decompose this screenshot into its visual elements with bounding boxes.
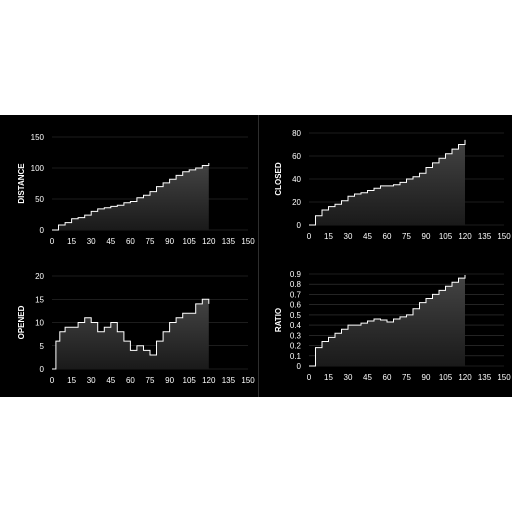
- x-tick-label: 120: [202, 237, 216, 246]
- series-line: [52, 298, 210, 370]
- y-tick-label: 0.4: [290, 321, 302, 330]
- x-tick-label: 60: [383, 232, 392, 241]
- x-tick-label: 75: [146, 376, 155, 385]
- y-tick-label: 0: [297, 362, 302, 371]
- y-tick-label: 5: [40, 342, 45, 351]
- x-tick-label: 150: [497, 373, 511, 382]
- y-axis-label: OPENED: [17, 305, 26, 339]
- ratio-chart: 00.10.20.30.40.50.60.70.80.90 15 30 45 60 75 9…: [274, 270, 511, 382]
- y-tick-label: 0: [40, 365, 45, 374]
- x-tick-label: 150: [241, 237, 255, 246]
- y-tick-label: 0.6: [290, 301, 302, 310]
- y-tick-label: 0.3: [290, 331, 302, 340]
- x-tick-label: 15: [67, 237, 76, 246]
- series-line: [52, 163, 210, 231]
- x-tick-label: 90: [165, 237, 174, 246]
- y-tick-label: 0.9: [290, 270, 302, 279]
- y-tick-label: 20: [35, 272, 44, 281]
- x-tick-label: 15: [324, 373, 333, 382]
- series-line: [309, 139, 466, 226]
- panel-divider: [258, 115, 259, 397]
- x-tick-label: 120: [458, 373, 472, 382]
- y-tick-label: 0.2: [290, 342, 302, 351]
- x-tick-label: 30: [87, 237, 96, 246]
- y-tick-label: 80: [292, 129, 301, 138]
- y-tick-label: 60: [292, 152, 301, 161]
- x-tick-label: 135: [478, 232, 492, 241]
- x-tick-label: 30: [87, 376, 96, 385]
- x-tick-label: 120: [202, 376, 216, 385]
- y-tick-label: 0.1: [290, 352, 302, 361]
- x-tick-label: 75: [146, 237, 155, 246]
- y-tick-label: 0.7: [290, 290, 302, 299]
- x-tick-label: 0: [307, 232, 312, 241]
- x-tick-label: 15: [324, 232, 333, 241]
- x-tick-label: 0: [50, 237, 55, 246]
- x-tick-label: 0: [307, 373, 312, 382]
- x-tick-label: 150: [241, 376, 255, 385]
- y-tick-label: 10: [35, 319, 44, 328]
- series-area: [52, 163, 209, 230]
- y-tick-label: 0.8: [290, 280, 302, 289]
- x-tick-label: 60: [126, 237, 135, 246]
- x-tick-label: 45: [363, 373, 372, 382]
- series-area: [52, 299, 209, 369]
- opened-chart: 0 5 10 15 20 0 15 30 45 60 75 90 105 120 135 150 OPENED: [17, 272, 255, 385]
- series-line: [309, 275, 466, 367]
- dashboard-panel: 0 50 100 150 0 15 30 45 60 75 90 105 120 135 150 DISTAN…: [0, 115, 512, 397]
- x-tick-label: 135: [222, 376, 236, 385]
- y-tick-label: 50: [35, 195, 44, 204]
- x-tick-label: 60: [126, 376, 135, 385]
- y-axis-label: RATIO: [274, 308, 283, 332]
- x-tick-label: 30: [344, 232, 353, 241]
- y-tick-label: 20: [292, 198, 301, 207]
- x-tick-label: 60: [383, 373, 392, 382]
- x-tick-label: 75: [402, 232, 411, 241]
- y-tick-label: 40: [292, 175, 301, 184]
- y-tick-label: 150: [31, 133, 45, 142]
- x-tick-label: 45: [106, 237, 115, 246]
- x-tick-label: 0: [50, 376, 55, 385]
- x-tick-label: 45: [106, 376, 115, 385]
- x-tick-label: 150: [497, 232, 511, 241]
- x-tick-label: 135: [478, 373, 492, 382]
- y-tick-label: 0: [40, 226, 45, 235]
- series-area: [309, 139, 465, 225]
- x-tick-label: 135: [222, 237, 236, 246]
- x-tick-label: 105: [183, 237, 197, 246]
- x-tick-label: 30: [344, 373, 353, 382]
- x-tick-label: 15: [67, 376, 76, 385]
- x-tick-label: 105: [439, 373, 453, 382]
- y-tick-label: 0: [297, 221, 302, 230]
- x-tick-label: 105: [439, 232, 453, 241]
- x-tick-label: 90: [422, 232, 431, 241]
- x-tick-label: 90: [422, 373, 431, 382]
- distance-chart: 0 50 100 150 0 15 30 45 60 75 90 105 120 135 150 DISTAN…: [17, 133, 255, 246]
- y-tick-label: 15: [35, 295, 44, 304]
- y-tick-label: 100: [31, 164, 45, 173]
- x-tick-label: 75: [402, 373, 411, 382]
- y-axis-label: DISTANCE: [17, 163, 26, 204]
- closed-chart: 0 20 40 60 80 0 15 30 45 60 75 90 105 120 135 150 CLOSED: [274, 129, 511, 241]
- x-tick-label: 105: [183, 376, 197, 385]
- x-tick-label: 120: [458, 232, 472, 241]
- x-tick-label: 90: [165, 376, 174, 385]
- y-axis-label: CLOSED: [274, 162, 283, 196]
- x-tick-label: 45: [363, 232, 372, 241]
- y-tick-label: 0.5: [290, 311, 302, 320]
